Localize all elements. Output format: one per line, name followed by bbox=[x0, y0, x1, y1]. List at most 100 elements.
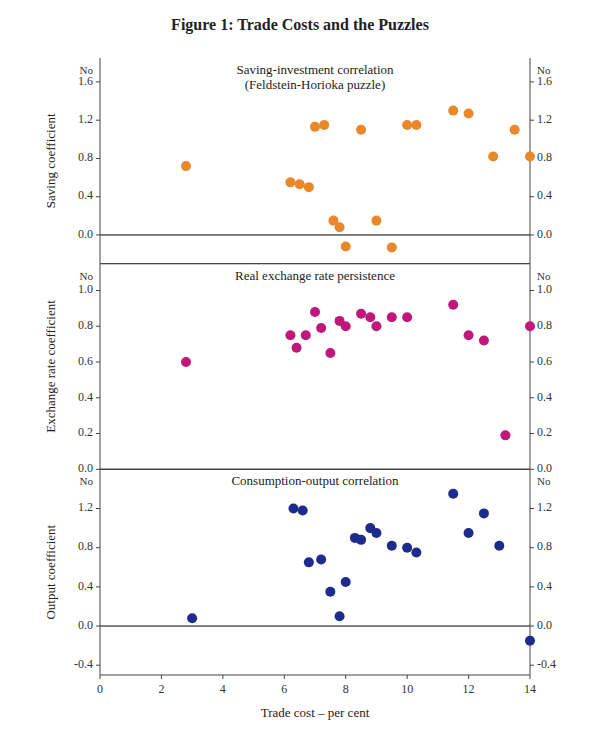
point bbox=[525, 636, 535, 646]
y-tick-label: 0.8 bbox=[78, 539, 93, 553]
point bbox=[402, 543, 412, 553]
x-tick-label: 12 bbox=[463, 682, 475, 696]
y-tick-label: -0.4 bbox=[74, 657, 93, 671]
title: Figure 1: Trade Costs and the Puzzles bbox=[171, 16, 429, 34]
y-axis-line bbox=[100, 469, 101, 675]
point bbox=[285, 177, 295, 187]
y2-tick-label: 1.2 bbox=[537, 500, 552, 514]
panel-label: Saving-investment correlation(Feldstein-… bbox=[236, 62, 394, 92]
point bbox=[285, 330, 295, 340]
x-tick-label: 4 bbox=[220, 682, 226, 696]
y2-tick bbox=[530, 362, 534, 363]
x-tick-label: 6 bbox=[281, 682, 287, 696]
point bbox=[500, 430, 510, 440]
y-tick bbox=[96, 508, 100, 509]
point bbox=[387, 312, 397, 322]
y-tick bbox=[96, 469, 100, 470]
y2-tick-label: 1.0 bbox=[537, 282, 552, 296]
point bbox=[310, 122, 320, 132]
y-tick-label: 0.8 bbox=[78, 150, 93, 164]
y-tick-label: 0.4 bbox=[78, 390, 93, 404]
panel-label-line: Consumption-output correlation bbox=[231, 473, 399, 488]
point bbox=[464, 330, 474, 340]
x-tick-label: 10 bbox=[401, 682, 413, 696]
annotation: No bbox=[537, 475, 551, 487]
y-tick bbox=[96, 433, 100, 434]
point bbox=[356, 309, 366, 319]
x-tick bbox=[345, 675, 346, 679]
y-tick bbox=[96, 326, 100, 327]
point bbox=[371, 321, 381, 331]
x-tick-label: 14 bbox=[524, 682, 536, 696]
points bbox=[187, 489, 535, 646]
point bbox=[387, 242, 397, 252]
y2-tick bbox=[530, 120, 534, 121]
point bbox=[316, 323, 326, 333]
point bbox=[301, 330, 311, 340]
y-axis-line bbox=[100, 58, 101, 264]
y-axis-label: Exchange rate coefficient bbox=[43, 300, 58, 433]
y2-tick bbox=[530, 81, 534, 82]
y2-tick-label: 0.6 bbox=[537, 354, 552, 368]
panel-label: Consumption-output correlation bbox=[231, 473, 399, 488]
y-tick-label: 1.2 bbox=[78, 112, 93, 126]
point bbox=[341, 577, 351, 587]
x-axis-line bbox=[100, 469, 530, 470]
points bbox=[181, 300, 535, 441]
point bbox=[187, 613, 197, 623]
annotation: No bbox=[537, 270, 551, 282]
point bbox=[310, 307, 320, 317]
panel: 0.00.20.40.60.81.00.00.20.40.60.81.0Exch… bbox=[43, 264, 552, 475]
zero-line bbox=[100, 626, 530, 627]
y-tick-label: 0.0 bbox=[78, 461, 93, 475]
point bbox=[525, 152, 535, 162]
point bbox=[448, 300, 458, 310]
y-tick bbox=[96, 290, 100, 291]
point bbox=[335, 611, 345, 621]
zero-line bbox=[100, 469, 530, 470]
y2-tick bbox=[530, 196, 534, 197]
x-axis-line bbox=[100, 263, 530, 264]
zero-line bbox=[100, 234, 530, 235]
y-axis-label: Output coefficient bbox=[43, 524, 58, 619]
y-tick-label: 0.0 bbox=[78, 618, 93, 632]
y-tick bbox=[96, 586, 100, 587]
y2-tick bbox=[530, 433, 534, 434]
y2-tick-label: -0.4 bbox=[537, 657, 556, 671]
x-axis-label: Trade cost – per cent bbox=[261, 705, 370, 720]
x-tick bbox=[468, 675, 469, 679]
point bbox=[479, 336, 489, 346]
x-tick-label: 2 bbox=[158, 682, 164, 696]
y2-tick-label: 0.0 bbox=[537, 461, 552, 475]
chart: 0.00.40.81.21.60.00.40.81.21.6Saving coe… bbox=[0, 0, 600, 750]
point bbox=[325, 587, 335, 597]
point bbox=[402, 312, 412, 322]
point bbox=[494, 541, 504, 551]
y2-tick bbox=[530, 234, 534, 235]
y2-tick bbox=[530, 586, 534, 587]
panel-label-line: Real exchange rate persistence bbox=[235, 268, 395, 283]
y-tick-label: 0.8 bbox=[78, 318, 93, 332]
point bbox=[488, 152, 498, 162]
panel-label: Real exchange rate persistence bbox=[235, 268, 395, 283]
y2-tick-label: 0.8 bbox=[537, 318, 552, 332]
point bbox=[510, 125, 520, 135]
point bbox=[298, 505, 308, 515]
panel-border bbox=[100, 469, 530, 470]
y2-tick-label: 0.4 bbox=[537, 579, 552, 593]
point bbox=[448, 106, 458, 116]
point bbox=[464, 108, 474, 118]
y2-tick-label: 0.4 bbox=[537, 188, 552, 202]
points bbox=[181, 106, 535, 253]
point bbox=[335, 222, 345, 232]
point bbox=[325, 348, 335, 358]
point bbox=[319, 120, 329, 130]
annotation: No bbox=[80, 475, 94, 487]
point bbox=[411, 548, 421, 558]
x-tick-label: 8 bbox=[343, 682, 349, 696]
x-tick bbox=[284, 675, 285, 679]
y-tick bbox=[96, 234, 100, 235]
y2-tick bbox=[530, 290, 534, 291]
y2-tick bbox=[530, 397, 534, 398]
point bbox=[304, 182, 314, 192]
